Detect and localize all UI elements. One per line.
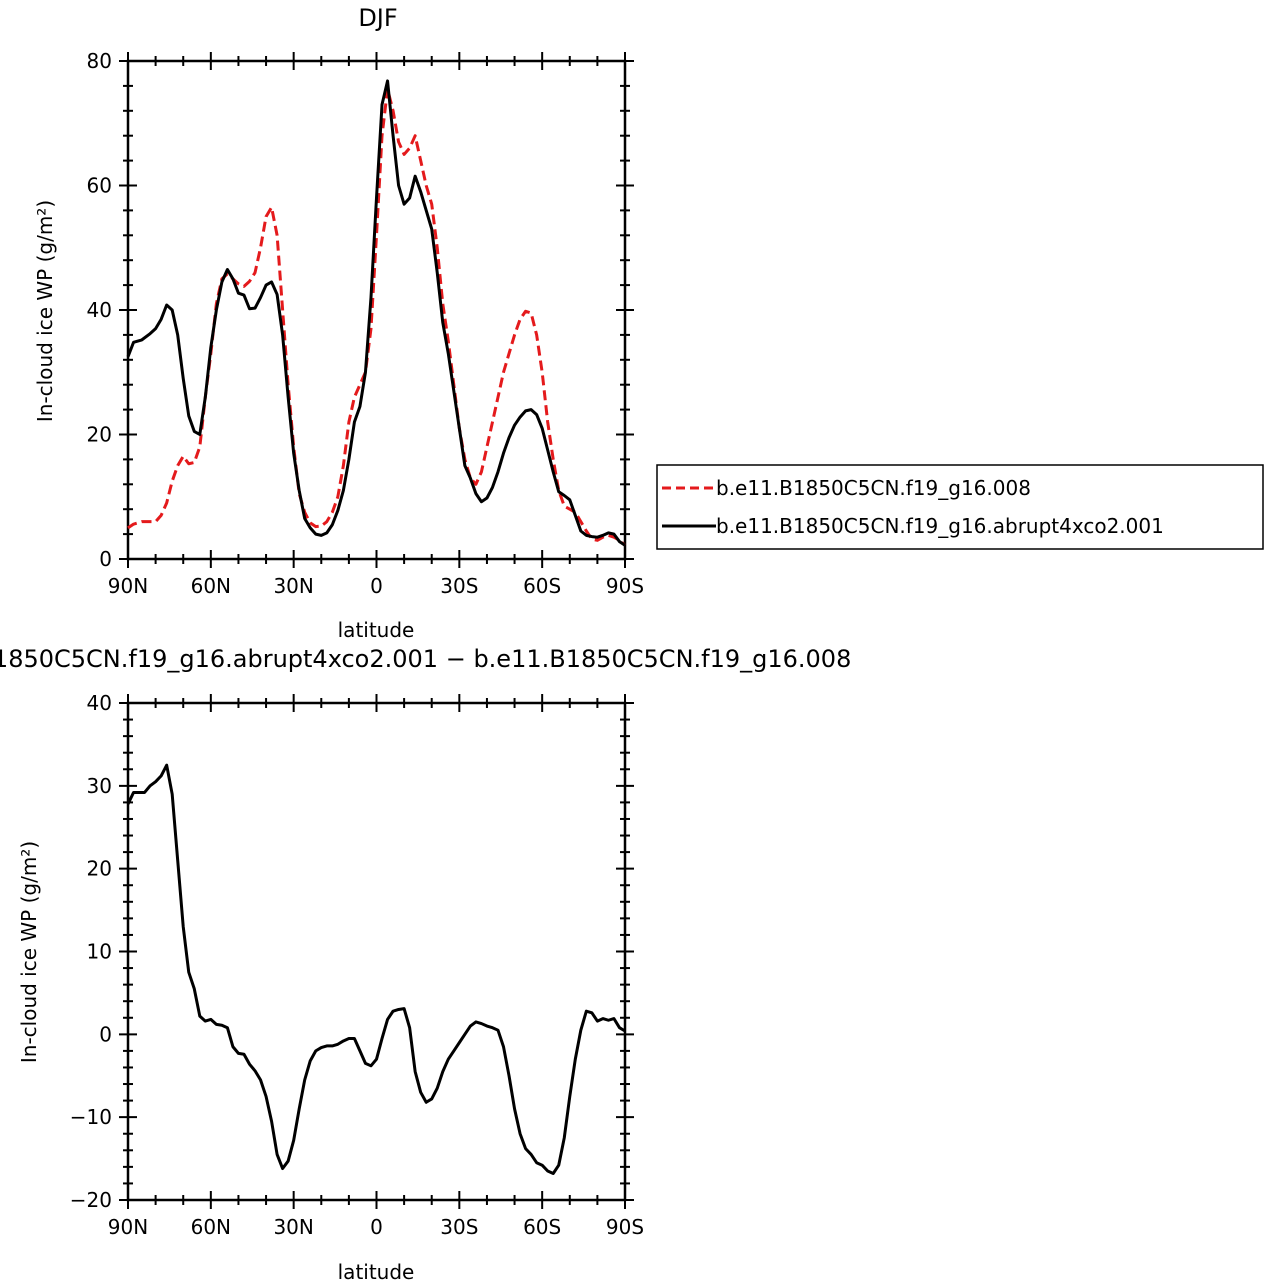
series-line-0 xyxy=(127,87,627,547)
x-axis: 90N 60N 30N 0 30S 60S 90S xyxy=(108,52,644,598)
plot-frame xyxy=(126,701,627,1202)
x-tick-label: 30S xyxy=(440,574,478,598)
x-tick-label: 90S xyxy=(606,574,644,598)
x-axis: 90N 60N 30N 0 30S 60S 90S xyxy=(108,694,644,1239)
y-tick-label: 30 xyxy=(87,774,112,798)
legend-label-control: b.e11.B1850C5CN.f19_g16.008 xyxy=(716,476,1031,500)
legend-box xyxy=(656,464,1264,550)
x-tick-label: 60N xyxy=(191,1215,231,1239)
chart-djf: DJF 90N 60N 30N 0 30S 60S 90S 0 20 40 60 80 latitu… xyxy=(33,4,644,642)
y-tick-label: 10 xyxy=(87,940,112,964)
legend: b.e11.B1850C5CN.f19_g16.008 b.e11.B1850C… xyxy=(656,464,1264,550)
x-tick-label: 90N xyxy=(108,1215,148,1239)
y-axis-title: In-cloud ice WP (g/m²) xyxy=(17,841,41,1063)
y-axis-title: In-cloud ice WP (g/m²) xyxy=(33,200,57,422)
y-axis: −20 −10 0 10 20 30 40 xyxy=(70,691,634,1212)
x-tick-label: 60N xyxy=(191,574,231,598)
x-tick-label: 30N xyxy=(273,1215,313,1239)
x-tick-label: 60S xyxy=(523,574,561,598)
chart-title: b.e11.B1850C5CN.f19_g16.abrupt4xco2.001 … xyxy=(0,645,851,673)
series-lines xyxy=(126,79,627,547)
y-tick-label: 40 xyxy=(87,298,112,322)
x-tick-label: 30N xyxy=(273,574,313,598)
y-tick-label: 80 xyxy=(87,49,112,73)
chart-difference: b.e11.B1850C5CN.f19_g16.abrupt4xco2.001 … xyxy=(0,645,851,1284)
y-axis: 0 20 40 60 80 xyxy=(87,49,634,571)
series-line-0 xyxy=(126,763,626,1175)
y-tick-label: 60 xyxy=(87,174,112,198)
chart-title: DJF xyxy=(358,4,397,32)
plot-frame xyxy=(126,59,627,561)
x-tick-label: 30S xyxy=(440,1215,478,1239)
y-tick-label: 0 xyxy=(99,547,112,571)
x-axis-title: latitude xyxy=(338,1260,415,1284)
legend-label-abrupt4xco2: b.e11.B1850C5CN.f19_g16.abrupt4xco2.001 xyxy=(716,514,1164,538)
series-lines xyxy=(126,763,626,1175)
x-tick-label: 90S xyxy=(606,1215,644,1239)
y-tick-label: 20 xyxy=(87,857,112,881)
y-tick-label: 0 xyxy=(99,1022,112,1046)
y-tick-label: −20 xyxy=(70,1188,112,1212)
y-tick-label: 20 xyxy=(87,423,112,447)
y-tick-label: 40 xyxy=(87,691,112,715)
x-tick-label: 90N xyxy=(108,574,148,598)
series-line-1 xyxy=(126,79,626,547)
x-tick-label: 0 xyxy=(370,1215,383,1239)
y-tick-label: −10 xyxy=(70,1105,112,1129)
x-axis-title: latitude xyxy=(338,618,415,642)
x-tick-label: 60S xyxy=(523,1215,561,1239)
x-tick-label: 0 xyxy=(370,574,383,598)
